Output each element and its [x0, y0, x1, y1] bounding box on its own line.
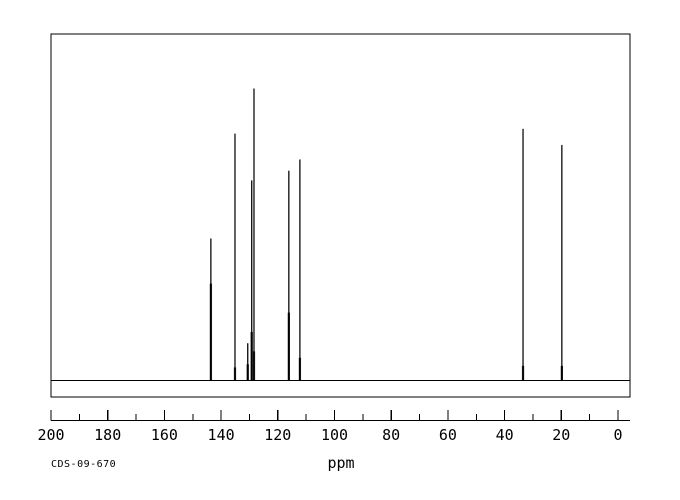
spectrum-peak: [246, 343, 249, 381]
spectrum-peak: [287, 170, 290, 381]
x-axis-tick-label: 80: [382, 426, 400, 444]
x-axis-tick-group: [50, 410, 619, 421]
x-axis-tick-label: 200: [37, 426, 64, 444]
sample-code-label: CDS-09-670: [51, 459, 116, 470]
x-axis-tick-label: 160: [151, 426, 178, 444]
x-axis-tick-label: 180: [94, 426, 121, 444]
spectrum-peak: [209, 238, 212, 381]
x-axis-title: ppm: [327, 454, 354, 472]
x-axis-tick-label: 0: [613, 426, 622, 444]
x-axis-tick-label: 20: [552, 426, 570, 444]
x-axis-tick-label: 100: [321, 426, 348, 444]
spectrum-peak: [521, 128, 525, 381]
spectrum-peak: [233, 133, 237, 381]
spectrum-peak: [252, 88, 256, 381]
x-axis-tick-label: 120: [264, 426, 291, 444]
spectrum-peak: [298, 159, 301, 381]
x-axis-tick-label: 60: [439, 426, 457, 444]
spectrum-peak: [560, 144, 563, 381]
x-axis-tick-label-group: 200 180 160 140 120 100 80 60 40 20 0: [37, 426, 622, 444]
x-axis-tick-label: 140: [208, 426, 235, 444]
x-axis-tick-label: 40: [496, 426, 514, 444]
peak-trace-group: [209, 88, 563, 381]
plot-frame: [50, 33, 631, 398]
spectrum-peak: [250, 180, 253, 381]
